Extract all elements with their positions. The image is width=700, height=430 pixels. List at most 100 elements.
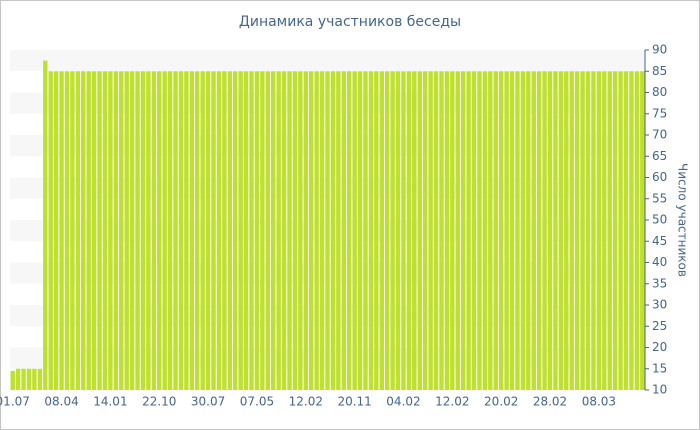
- bar: [384, 71, 390, 390]
- bar: [26, 368, 32, 390]
- y-tick-label: 65: [652, 149, 667, 163]
- bar: [287, 71, 292, 390]
- bar: [412, 71, 417, 390]
- y-tick-label: 40: [652, 255, 667, 269]
- bar: [59, 71, 64, 390]
- bar: [309, 71, 314, 390]
- bar: [612, 71, 618, 390]
- y-tick-label: 30: [652, 298, 667, 312]
- y-tick-label: 80: [652, 85, 667, 99]
- y-axis-title: Число участников: [676, 163, 690, 277]
- bar: [526, 71, 531, 390]
- bar: [444, 71, 450, 390]
- bar: [292, 71, 298, 390]
- y-tick-label: 70: [652, 128, 667, 142]
- x-tick-label: 08.04: [44, 395, 78, 409]
- bar: [374, 71, 379, 390]
- bar: [260, 71, 265, 390]
- bar: [189, 71, 195, 390]
- bar: [640, 71, 645, 390]
- bar: [471, 71, 477, 390]
- bar: [569, 71, 574, 390]
- bar: [585, 71, 591, 390]
- bar: [547, 71, 553, 390]
- x-tick-label: 20.11: [337, 395, 371, 409]
- bar: [233, 71, 238, 390]
- y-tick-label: 55: [652, 191, 667, 205]
- bar: [21, 368, 26, 390]
- bar: [477, 71, 482, 390]
- bar: [531, 71, 536, 390]
- bar: [536, 71, 542, 390]
- bar: [498, 71, 504, 390]
- bar: [303, 71, 309, 390]
- bar: [629, 71, 634, 390]
- bar: [618, 71, 623, 390]
- bar: [10, 370, 15, 390]
- bar: [493, 71, 498, 390]
- bar: [15, 368, 21, 390]
- bar: [119, 71, 124, 390]
- y-tick-label: 25: [652, 319, 667, 333]
- bar: [211, 71, 216, 390]
- bar: [558, 71, 564, 390]
- bar: [64, 71, 70, 390]
- bar: [113, 71, 119, 390]
- x-tick-label: 08.03: [582, 395, 616, 409]
- bar: [243, 71, 249, 390]
- bar: [157, 71, 162, 390]
- bar: [43, 60, 48, 390]
- x-tick-label: 12.02: [435, 395, 469, 409]
- y-tick-label: 20: [652, 340, 667, 354]
- bar: [91, 71, 97, 390]
- bar: [53, 71, 59, 390]
- x-tick-label: 20.02: [484, 395, 518, 409]
- y-tick-label: 15: [652, 361, 667, 375]
- y-tick-label: 10: [652, 383, 667, 397]
- bar: [634, 71, 640, 390]
- bar: [336, 71, 341, 390]
- bar: [97, 71, 102, 390]
- bar: [178, 71, 184, 390]
- bar: [102, 71, 108, 390]
- bar: [504, 71, 509, 390]
- bar: [390, 71, 395, 390]
- x-tick-label: 22.10: [142, 395, 176, 409]
- y-tick-label: 85: [652, 64, 667, 78]
- bar: [341, 71, 346, 390]
- bar: [281, 71, 287, 390]
- bar: [200, 71, 205, 390]
- x-tick-label: 14.01: [93, 395, 127, 409]
- x-tick-label: 01.07: [0, 395, 30, 409]
- bar: [346, 71, 352, 390]
- bar: [564, 71, 569, 390]
- bar: [455, 71, 460, 390]
- bar: [325, 71, 330, 390]
- bar: [422, 71, 428, 390]
- bar: [162, 71, 167, 390]
- y-tick-label: 90: [652, 43, 667, 57]
- bar: [450, 71, 455, 390]
- bar: [86, 71, 91, 390]
- x-tick-label: 28.02: [533, 395, 567, 409]
- bar: [553, 71, 558, 390]
- y-tick-label: 45: [652, 234, 667, 248]
- bar: [37, 368, 43, 390]
- bar: [254, 71, 260, 390]
- bar: [488, 71, 493, 390]
- chart-title: Динамика участников беседы: [239, 14, 461, 30]
- x-tick-label: 30.07: [191, 395, 225, 409]
- bar: [265, 71, 271, 390]
- bar: [357, 71, 363, 390]
- bar: [173, 71, 178, 390]
- bar: [439, 71, 444, 390]
- bar: [596, 71, 602, 390]
- bar: [195, 71, 200, 390]
- bar: [298, 71, 303, 390]
- bar: [379, 71, 384, 390]
- bar: [151, 71, 157, 390]
- bar: [271, 71, 276, 390]
- bar: [276, 71, 281, 390]
- x-tick-label: 04.02: [386, 395, 420, 409]
